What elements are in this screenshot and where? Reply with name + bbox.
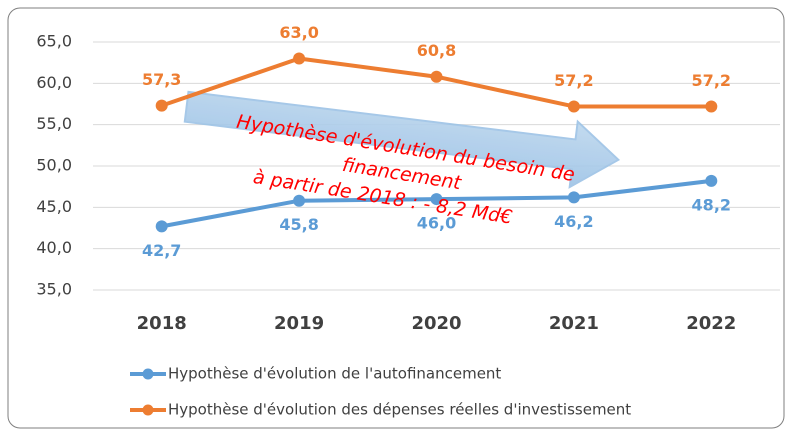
y-tick-label: 45,0 [36,197,72,216]
x-tick-label: 2022 [686,313,736,334]
y-tick-label: 60,0 [36,73,72,92]
legend-marker [142,404,154,416]
data-label: 57,2 [692,71,731,90]
data-point [155,220,168,233]
grid: 35,0 40,0 45,0 50,0 55,0 60,0 65,0 2018 2019 2020… [36,32,780,334]
data-label: 63,0 [279,23,318,42]
x-tick-label: 2019 [274,313,324,334]
data-label: 46,2 [554,212,593,231]
y-tick-label: 65,0 [36,32,72,51]
data-label: 60,8 [417,41,456,60]
data-point [430,193,443,206]
data-point [705,174,718,187]
data-point [430,70,443,83]
annotation-arrow [183,90,621,189]
data-point [293,52,306,65]
y-tick-label: 50,0 [36,156,72,175]
x-tick-label: 2020 [411,313,461,334]
plot: 42,7 45,8 46,0 46,2 48,2 57,3 63,0 60,8 57,2 57,2 [142,23,731,260]
legend-label: Hypothèse d'évolution de l'autofinanceme… [168,365,501,383]
data-label: 48,2 [692,195,731,214]
data-point [155,99,168,112]
data-point [705,100,718,113]
x-tick-label: 2021 [549,313,599,334]
legend-marker [142,368,154,380]
y-tick-label: 55,0 [36,114,72,133]
data-point [567,100,580,113]
data-label: 42,7 [142,241,181,260]
legend-label: Hypothèse d'évolution des dépenses réell… [168,401,631,419]
y-tick-label: 35,0 [36,280,72,299]
x-tick-label: 2018 [137,313,187,334]
data-point [567,191,580,204]
data-point [293,194,306,207]
data-label: 57,3 [142,70,181,89]
data-label: 46,0 [417,214,456,233]
data-label: 45,8 [279,215,318,234]
y-tick-label: 40,0 [36,238,72,257]
data-label: 57,2 [554,71,593,90]
